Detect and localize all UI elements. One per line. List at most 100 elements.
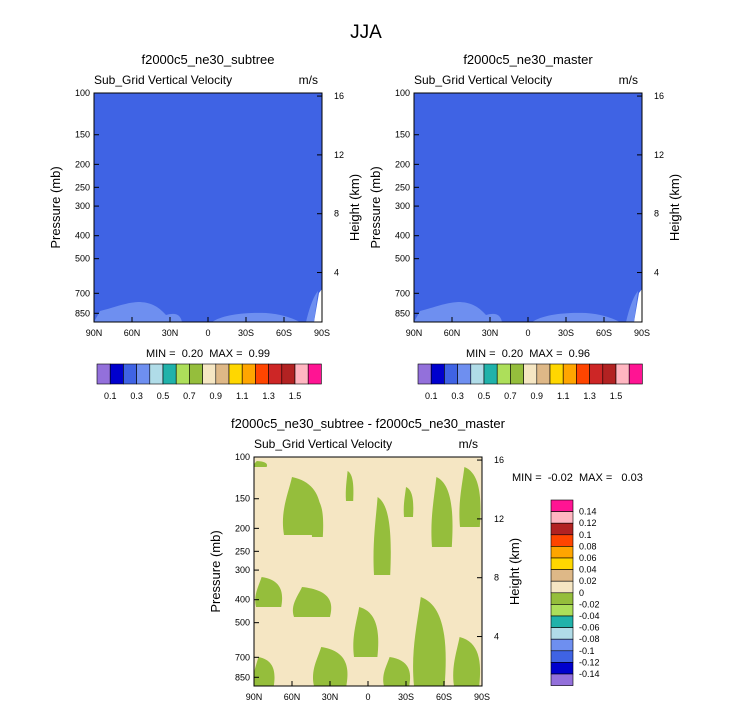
pressure-tick-label: 300 <box>75 201 90 211</box>
pressure-tick-label: 300 <box>395 201 410 211</box>
colorbar-swatch <box>510 363 524 385</box>
y-axis-label: Pressure (mb) <box>48 166 63 248</box>
contour-region-negative <box>311 497 324 537</box>
x-tick-label: 60N <box>124 328 141 338</box>
x-tick-label: 30S <box>398 692 414 702</box>
x-tick-label: 90N <box>86 328 103 338</box>
colorbar-label: 0.7 <box>183 391 196 401</box>
panel-subtree: f2000c5_ne30_subtree Sub_Grid Vertical Ve… <box>48 52 362 360</box>
variable-label: Sub_Grid Vertical Velocity <box>414 73 552 87</box>
contour-region-negative <box>345 471 354 501</box>
colorbar-swatch <box>96 363 111 385</box>
colorbar-label: -0.1 <box>579 646 595 656</box>
pressure-tick-label: 150 <box>75 130 90 140</box>
colorbar-swatch <box>123 363 137 385</box>
colorbar-swatch <box>550 650 574 663</box>
x-tick-label: 0 <box>205 328 210 338</box>
units-label: m/s <box>619 73 638 87</box>
colorbar-subtree: 0.1 0.3 0.5 0.7 0.9 1.1 1.3 1.5 <box>96 363 322 401</box>
colorbar-swatch <box>550 673 574 686</box>
height-tick-label: 4 <box>654 268 659 278</box>
x-tick-label: 60S <box>276 328 292 338</box>
colorbar-label: 0.1 <box>425 391 438 401</box>
colorbar-swatch <box>550 546 574 559</box>
x-tick-label: 30N <box>482 328 499 338</box>
colorbar-label: 1.1 <box>236 391 249 401</box>
y-axis-label-right: Height (km) <box>347 174 362 241</box>
low-level-contour-south <box>532 312 620 322</box>
height-tick-label: 8 <box>494 573 499 583</box>
pressure-tick-label: 200 <box>395 159 410 169</box>
pressure-tick-label: 200 <box>75 159 90 169</box>
pole-edge-contour <box>626 291 638 322</box>
colorbar-master: 0.1 0.3 0.5 0.7 0.9 1.1 1.3 1.5 <box>417 363 643 401</box>
colorbar-swatch <box>175 363 190 385</box>
height-tick-label: 12 <box>654 150 664 160</box>
colorbar-label: 0.5 <box>157 391 170 401</box>
pole-edge-contour <box>306 291 318 322</box>
colorbar-label: 0.12 <box>579 518 597 528</box>
y-axis-label: Pressure (mb) <box>368 166 383 248</box>
colorbar-swatch <box>162 363 177 385</box>
y-axis-label: Pressure (mb) <box>208 530 223 612</box>
colorbar-swatch <box>109 363 124 385</box>
pressure-tick-label: 700 <box>75 288 90 298</box>
pressure-tick-label: 500 <box>75 254 90 264</box>
colorbar-difference: 0.140.12 0.10.08 0.06 0.040.02 0-0.02 -0.04 -0… <box>550 499 600 686</box>
colorbar-swatch <box>550 638 574 652</box>
height-tick-label: 12 <box>334 150 344 160</box>
colorbar-label: 1.5 <box>289 391 302 401</box>
colorbar-label: 1.3 <box>262 391 275 401</box>
colorbar-swatch <box>149 363 164 385</box>
min-max-stats: MIN = 0.20 MAX = 0.96 <box>466 348 590 360</box>
contour-region-negative <box>254 657 275 686</box>
pressure-tick-label: 100 <box>235 452 250 462</box>
colorbar-label: 0.9 <box>210 391 223 401</box>
colorbar-label: 0.04 <box>579 565 597 575</box>
contour-region-negative <box>431 477 453 547</box>
field-fill <box>94 93 322 322</box>
colorbar-swatch <box>523 363 538 385</box>
colorbar-label: 0.3 <box>130 391 143 401</box>
x-tick-label: 90S <box>314 328 330 338</box>
high-value-contour-pole <box>314 289 322 322</box>
pressure-tick-label: 400 <box>75 231 90 241</box>
contour-region-negative <box>255 577 283 607</box>
colorbar-swatch <box>550 557 574 570</box>
x-tick-label: 60S <box>436 692 452 702</box>
colorbar-swatch <box>576 363 590 385</box>
min-max-stats: MIN = -0.02 MAX = 0.03 <box>512 472 643 484</box>
colorbar-swatch <box>550 615 574 628</box>
panel-master: f2000c5_ne30_master Sub_Grid Vertical Vel… <box>368 52 682 360</box>
colorbar-swatch <box>496 363 511 385</box>
colorbar-swatch <box>589 363 604 385</box>
pressure-tick-label: 500 <box>235 618 250 628</box>
colorbar-swatch <box>536 363 551 385</box>
y-axis-label-right: Height (km) <box>667 174 682 241</box>
panel-title: f2000c5_ne30_master <box>463 52 593 67</box>
pressure-tick-label: 400 <box>395 231 410 241</box>
height-tick-label: 4 <box>334 268 339 278</box>
colorbar-label: 0.9 <box>531 391 544 401</box>
colorbar-swatch <box>550 522 574 536</box>
colorbar-swatch <box>562 363 577 385</box>
colorbar-label: -0.06 <box>579 623 600 633</box>
colorbar-label: 0.06 <box>579 553 597 563</box>
colorbar-swatch <box>417 363 432 385</box>
colorbar-swatch <box>602 363 617 385</box>
contour-field <box>414 93 642 322</box>
colorbar-swatch <box>202 363 217 385</box>
pressure-tick-label: 150 <box>395 130 410 140</box>
pressure-tick-label: 250 <box>395 182 410 192</box>
contour-field <box>94 93 322 322</box>
colorbar-swatch <box>550 662 574 675</box>
x-tick-label: 30S <box>558 328 574 338</box>
colorbar-swatch <box>628 363 643 385</box>
colorbar-label: 0.1 <box>104 391 117 401</box>
height-tick-label: 4 <box>494 632 499 642</box>
colorbar-swatch <box>550 580 574 594</box>
colorbar-label: 1.5 <box>610 391 623 401</box>
pressure-tick-label: 250 <box>235 546 250 556</box>
x-tick-label: 60N <box>444 328 461 338</box>
